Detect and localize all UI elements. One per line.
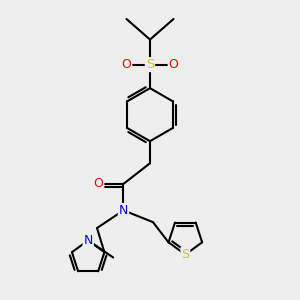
Text: N: N [119,204,128,217]
Text: S: S [146,58,154,71]
Text: O: O [122,58,131,71]
Text: O: O [169,58,178,71]
Text: N: N [83,234,93,247]
Text: S: S [181,248,189,261]
Text: O: O [94,177,103,190]
